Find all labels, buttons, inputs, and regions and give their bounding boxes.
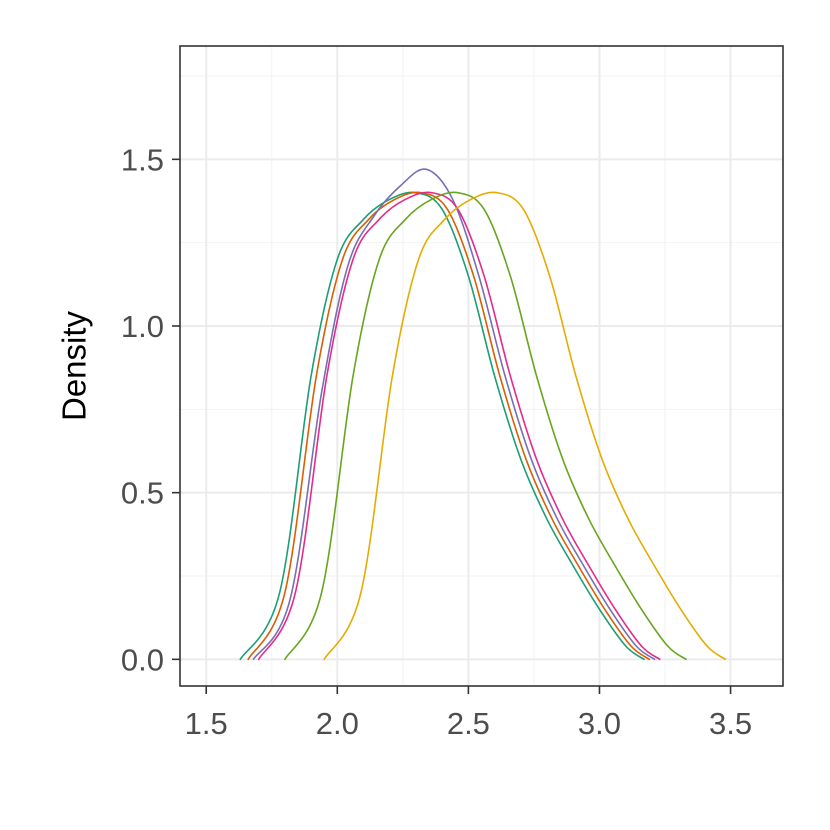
x-tick-label: 3.0 [578, 706, 621, 741]
x-tick-label: 2.0 [316, 706, 359, 741]
x-tick-label: 1.5 [185, 706, 228, 741]
plot-border [179, 45, 784, 687]
density-curve [247, 191, 651, 661]
grid-major [180, 46, 783, 686]
density-curve [284, 191, 687, 661]
y-tick-label: 1.0 [121, 309, 164, 344]
x-tick-label: 2.5 [447, 706, 490, 741]
y-tick-label: 1.5 [121, 142, 164, 177]
y-axis: 0.0 0.5 1.0 1.5 [121, 142, 180, 677]
density-curve [323, 191, 727, 661]
y-axis-title: Density [56, 310, 93, 421]
density-curve [257, 191, 661, 661]
y-tick-label: 0.5 [121, 476, 164, 511]
plot-panel [180, 46, 783, 686]
density-curves [239, 168, 727, 661]
y-tick-label: 0.0 [121, 642, 164, 677]
density-curve [252, 168, 656, 661]
x-axis: 1.5 2.0 2.5 3.0 3.5 [185, 686, 752, 741]
x-tick-label: 3.5 [709, 706, 752, 741]
